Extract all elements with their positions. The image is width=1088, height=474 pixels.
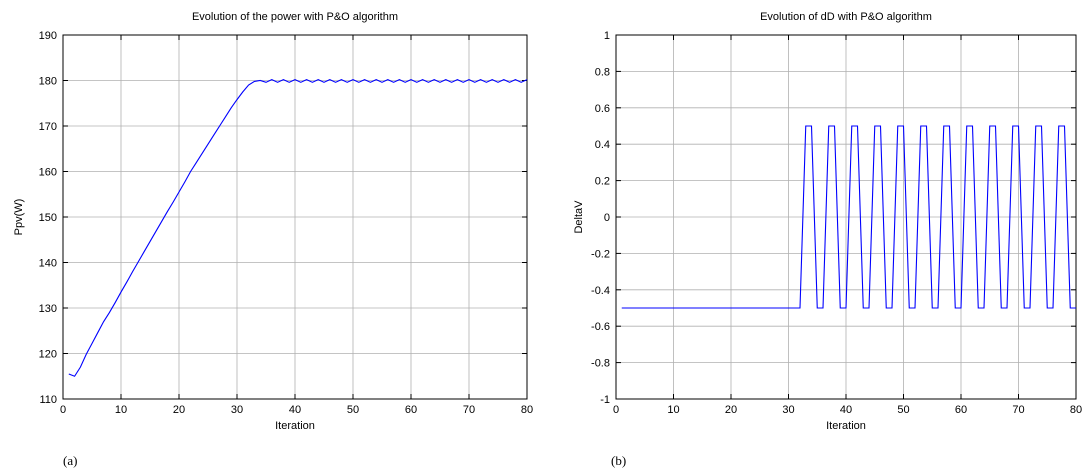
x-tick-label: 10 (667, 404, 679, 416)
series-line (621, 125, 1076, 309)
x-tick-label: 10 (115, 404, 127, 416)
y-tick-label: -0.2 (591, 248, 610, 260)
x-tick-label: 0 (60, 404, 66, 416)
y-tick-label: 190 (39, 30, 57, 42)
x-tick-label: 80 (521, 404, 533, 416)
x-tick-label: 20 (173, 404, 185, 416)
chart-title: Evolution of the power with P&O algorith… (192, 11, 398, 23)
x-tick-label: 50 (897, 404, 909, 416)
chart-power: 0 10 20 30 40 50 60 70 80 110 120 130 140 150 160 170 18… (13, 11, 533, 468)
y-tick-label: 0.6 (595, 103, 610, 115)
y-tick-label: 0 (604, 212, 610, 224)
y-tick-label: 1 (604, 30, 610, 42)
y-tick-label: 140 (39, 258, 57, 270)
y-tick-label: 130 (39, 303, 57, 315)
y-tick-label: 160 (39, 167, 57, 179)
series-line (68, 78, 528, 377)
y-tick-label: 150 (39, 212, 57, 224)
y-tick-label: 0.2 (595, 176, 610, 188)
y-axis-label: Ppv(W) (13, 199, 25, 236)
y-tick-label: 0.8 (595, 66, 610, 78)
y-tick-label: -1 (600, 394, 610, 406)
chart-title: Evolution of dD with P&O algorithm (760, 11, 932, 23)
x-tick-label: 30 (782, 404, 794, 416)
x-tick-label: 60 (955, 404, 967, 416)
x-tick-label: 80 (1070, 404, 1082, 416)
x-tick-label: 40 (289, 404, 301, 416)
chart-delta: 0 10 20 30 40 50 60 70 80 -1 -0.8 -0.6 -0.4 -0.2 0 0.2 0… (573, 11, 1082, 468)
x-axis-label: Iteration (275, 420, 315, 432)
x-tick-label: 50 (347, 404, 359, 416)
y-tick-label: -0.8 (591, 358, 610, 370)
y-tick-label: -0.6 (591, 321, 610, 333)
panel-caption: (b) (611, 453, 626, 468)
x-tick-label: 40 (840, 404, 852, 416)
x-tick-label: 0 (613, 404, 619, 416)
y-tick-label: 120 (39, 349, 57, 361)
x-tick-label: 70 (463, 404, 475, 416)
panel-caption: (a) (63, 453, 77, 468)
x-tick-label: 70 (1012, 404, 1024, 416)
y-tick-label: -0.4 (591, 285, 610, 297)
y-tick-label: 110 (39, 394, 57, 406)
x-tick-label: 20 (725, 404, 737, 416)
y-tick-label: 0.4 (595, 139, 610, 151)
x-tick-label: 30 (231, 404, 243, 416)
x-tick-label: 60 (405, 404, 417, 416)
y-tick-label: 170 (39, 121, 57, 133)
y-axis-label: DeltaV (573, 200, 585, 234)
x-axis-label: Iteration (826, 420, 866, 432)
y-tick-label: 180 (39, 76, 57, 88)
